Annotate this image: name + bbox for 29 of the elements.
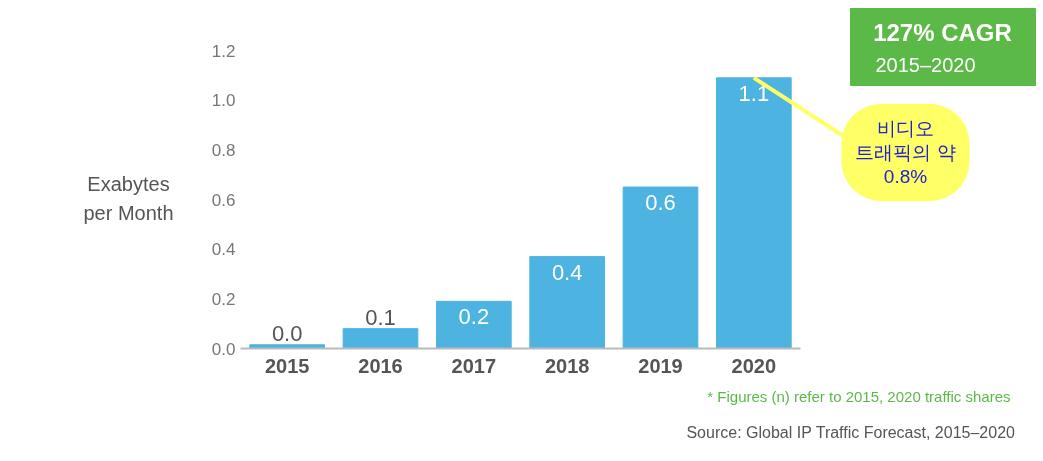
bar	[529, 256, 605, 349]
x-tick-label: 2018	[544, 354, 590, 377]
x-tick-label: 2016	[358, 354, 403, 377]
y-tick-label: 0.8	[211, 140, 236, 160]
data-label: 0.1	[365, 304, 396, 330]
y-tick-label: 0.2	[211, 289, 236, 309]
data-label: 0.6	[645, 190, 676, 216]
x-tick-label: 2019	[638, 354, 683, 377]
y-tick-label: 0.6	[211, 190, 236, 210]
bar	[342, 328, 419, 349]
annotation: 비디오 트래픽의 약 0.8%	[855, 117, 956, 188]
x-tick-label: 2020	[731, 354, 777, 377]
x-tick-label: 2017	[451, 354, 497, 377]
y-axis-title: Exabytes per Month	[83, 173, 174, 224]
y-tick-label: 0.4	[211, 240, 236, 260]
text: 2015–2020	[875, 53, 976, 76]
data-label: 0.4	[551, 259, 583, 285]
data-label: 1.1	[738, 80, 770, 106]
text: 127% CAGR	[873, 19, 1012, 46]
bar	[436, 300, 512, 349]
y-tick-label: 0.0	[211, 339, 236, 359]
text: * Figures (n) refer to 2015, 2020 traffic shares	[707, 388, 1011, 405]
y-tick-label: 1.0	[211, 91, 236, 111]
data-label: 0.2	[458, 304, 490, 330]
source-note: Source: Global IP Traffic Forecast, 2015–2020	[686, 424, 1016, 441]
x-tick-label: 2015	[264, 354, 310, 377]
y-tick-label: 1.2	[211, 41, 236, 61]
data-label: 0.0	[271, 320, 303, 346]
bar	[622, 186, 699, 349]
